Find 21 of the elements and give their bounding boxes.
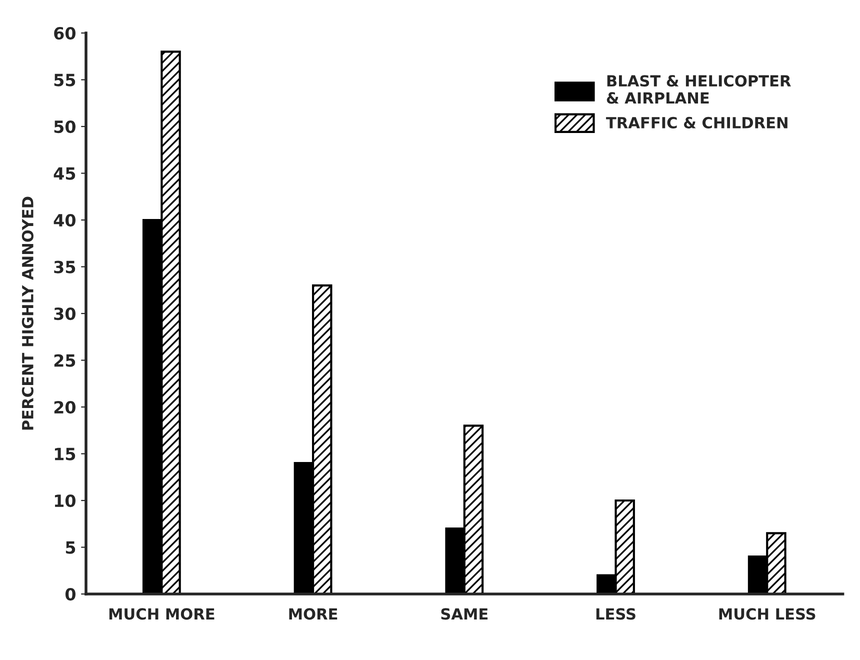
legend-label: BLAST & HELICOPTER & AIRPLANE (606, 75, 791, 104)
y-tick-label: 50 (54, 120, 76, 134)
y-tick-label: 5 (66, 541, 76, 554)
y-axis-title: PERCENT HIGHLY ANNOYED (22, 196, 34, 430)
y-tick-label: 35 (54, 260, 76, 274)
y-tick-label: 15 (54, 448, 76, 460)
x-tick-label: SAME (441, 608, 488, 620)
y-tick-label: 55 (54, 74, 76, 86)
y-tick-label: 30 (54, 307, 76, 320)
x-tick-label: MUCH MORE (109, 608, 214, 620)
y-tick-label: 0 (65, 588, 76, 601)
y-tick-label: 60 (54, 26, 76, 40)
y-tick-label: 10 (54, 494, 76, 508)
y-tick-label: 45 (54, 167, 76, 180)
x-tick-label: MORE (289, 608, 338, 620)
x-tick-label: LESS (596, 608, 636, 620)
legend-label: TRAFFIC & CHILDREN (606, 116, 788, 128)
y-tick-label: 40 (54, 214, 76, 227)
y-tick-label: 20 (54, 400, 76, 414)
y-tick-label: 25 (54, 354, 76, 367)
x-tick-label: MUCH LESS (719, 608, 816, 620)
